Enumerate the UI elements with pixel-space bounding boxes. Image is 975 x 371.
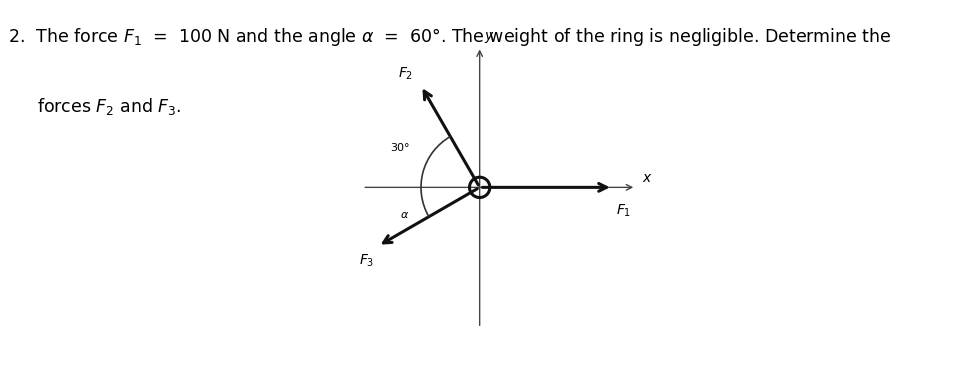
Text: $F_2$: $F_2$	[398, 65, 413, 82]
Text: forces $F_2$ and $F_3$.: forces $F_2$ and $F_3$.	[37, 96, 181, 118]
Text: 30°: 30°	[390, 143, 409, 153]
Text: $F_1$: $F_1$	[616, 203, 631, 219]
Text: 2.  The force $F_1$  =  100 N and the angle $\alpha$  =  60°. The weight of the : 2. The force $F_1$ = 100 N and the angle…	[8, 26, 891, 48]
Text: y: y	[485, 29, 492, 43]
Text: $\alpha$: $\alpha$	[400, 210, 410, 220]
Text: x: x	[643, 171, 650, 185]
Text: $F_3$: $F_3$	[359, 252, 374, 269]
